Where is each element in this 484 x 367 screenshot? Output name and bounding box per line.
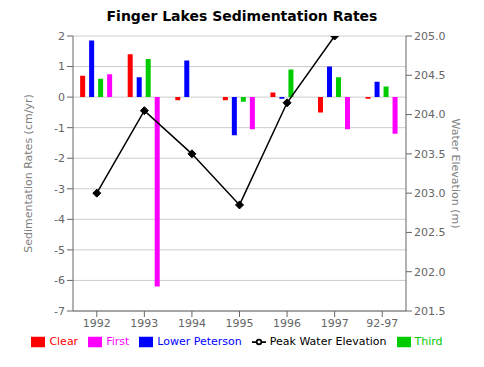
svg-text:202.0: 202.0 bbox=[414, 266, 446, 279]
html-text:Finger Lakes Sedimentation Rat: Finger Lakes Sedimentation Rates bbox=[106, 8, 378, 24]
svg-text:-6: -6 bbox=[54, 274, 65, 287]
svg-text:1992: 1992 bbox=[83, 317, 111, 330]
svg-text:Sedimentation Rates (cm/yr): Sedimentation Rates (cm/yr) bbox=[22, 94, 35, 252]
svg-text:2: 2 bbox=[58, 30, 65, 43]
svg-text:92-97: 92-97 bbox=[366, 317, 398, 330]
html-text:Clear: Clear bbox=[49, 335, 79, 348]
svg-text:204.5: 204.5 bbox=[414, 69, 446, 82]
svg-text:-2: -2 bbox=[54, 152, 65, 165]
html-text:Third: Third bbox=[414, 335, 443, 348]
svg-text:1997: 1997 bbox=[321, 317, 349, 330]
svg-text:201.5: 201.5 bbox=[414, 305, 446, 318]
svg-text:202.5: 202.5 bbox=[414, 226, 446, 239]
svg-text:203.0: 203.0 bbox=[414, 187, 446, 200]
svg-text:-1: -1 bbox=[54, 122, 65, 135]
svg-text:204.0: 204.0 bbox=[414, 108, 446, 121]
svg-text:1993: 1993 bbox=[130, 317, 158, 330]
html-text:Lower Peterson: Lower Peterson bbox=[157, 335, 242, 348]
html-text:Peak Water Elevation: Peak Water Elevation bbox=[269, 335, 387, 348]
svg-text:1: 1 bbox=[58, 60, 65, 73]
html-text:First: First bbox=[106, 335, 130, 348]
svg-text:205.0: 205.0 bbox=[414, 30, 446, 43]
svg-text:203.5: 203.5 bbox=[414, 148, 446, 161]
svg-text:-5: -5 bbox=[54, 244, 65, 257]
svg-text:1994: 1994 bbox=[178, 317, 206, 330]
svg-text:-3: -3 bbox=[54, 183, 65, 196]
svg-text:1996: 1996 bbox=[273, 317, 301, 330]
svg-text:1995: 1995 bbox=[226, 317, 254, 330]
svg-text:Water Elevation (m): Water Elevation (m) bbox=[449, 119, 462, 229]
svg-text:-7: -7 bbox=[54, 305, 65, 318]
svg-text:-4: -4 bbox=[54, 213, 65, 226]
svg-text:0: 0 bbox=[58, 91, 65, 104]
